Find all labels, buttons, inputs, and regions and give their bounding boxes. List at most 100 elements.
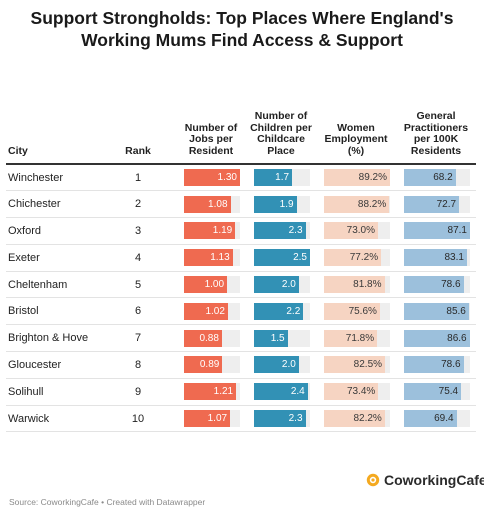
jobs-bar: [184, 329, 222, 347]
children-value-label: 2.5: [293, 252, 307, 264]
women-bar: [324, 276, 385, 294]
jobs-bar: [184, 169, 240, 187]
children-value-label: 2.4: [290, 386, 305, 398]
gp-bar: [404, 195, 460, 213]
gp-bar-track: 86.6: [404, 329, 470, 347]
jobs-bar-track: 1.07: [184, 410, 240, 428]
jobs-bar-track: 1.19: [184, 222, 240, 240]
children-cell: 2.0: [246, 351, 316, 379]
women-cell: 75.6%: [316, 297, 396, 326]
header-gp: General Practitioners per 100K Residents: [396, 86, 476, 165]
women-value-label: 77.2%: [349, 252, 379, 264]
rank-cell: 7: [100, 324, 176, 353]
women-value-label: 71.8%: [345, 332, 375, 344]
table-row: Chichester 2 1.08 1.9 88.2% 72.7: [6, 190, 476, 219]
gp-value-label: 83.1: [444, 252, 464, 264]
city-cell: Winchester: [6, 164, 100, 192]
header-women: Women Employment (%): [316, 86, 396, 165]
gp-cell: 72.7: [396, 190, 476, 219]
gp-bar-track: 72.7: [404, 195, 470, 213]
city-cell: Solihull: [6, 378, 100, 406]
jobs-bar: [184, 222, 236, 240]
children-bar-track: 2.0: [254, 356, 310, 374]
women-value-label: 88.2%: [357, 198, 387, 210]
jobs-cell: 1.30: [176, 164, 246, 192]
children-cell: 1.9: [246, 190, 316, 219]
children-bar-track: 2.0: [254, 276, 310, 294]
gp-bar-track: 87.1: [404, 222, 470, 240]
women-value-label: 75.6%: [348, 305, 377, 317]
gp-bar: [404, 329, 470, 347]
gp-value-label: 68.2: [433, 172, 453, 184]
women-cell: 73.4%: [316, 378, 396, 406]
table-body: Winchester 1 1.30 1.7 89.2% 68.2 Chichester 2 1.…: [6, 164, 476, 433]
jobs-bar-track: 1.13: [184, 249, 240, 267]
children-bar: [254, 169, 293, 187]
gp-value-label: 78.6: [441, 279, 461, 291]
women-bar-track: 82.5%: [324, 356, 390, 374]
gp-bar-track: 69.4: [404, 410, 470, 428]
gp-cell: 68.2: [396, 164, 476, 192]
gp-cell: 78.6: [396, 271, 476, 299]
jobs-bar: [184, 276, 228, 294]
gp-cell: 75.4: [396, 378, 476, 406]
women-value-label: 73.0%: [346, 225, 375, 237]
children-value-label: 1.9: [279, 198, 294, 210]
gp-bar-track: 83.1: [404, 249, 470, 267]
header-rank: Rank: [100, 86, 176, 165]
table-row: Brighton & Hove 7 0.88 1.5 71.8% 86.6: [6, 324, 476, 353]
women-cell: 89.2%: [316, 164, 396, 192]
children-cell: 1.7: [246, 164, 316, 192]
women-bar-track: 88.2%: [324, 195, 390, 213]
jobs-bar-track: 0.88: [184, 329, 240, 347]
jobs-bar: [184, 383, 237, 401]
table-row: Warwick 10 1.07 2.3 82.2% 69.4: [6, 405, 476, 433]
women-bar-track: 89.2%: [324, 169, 390, 187]
gp-value-label: 86.6: [447, 332, 467, 344]
children-bar-track: 1.5: [254, 329, 310, 347]
jobs-bar-track: 1.21: [184, 383, 240, 401]
table-row: Oxford 3 1.19 2.3 73.0% 87.1: [6, 217, 476, 245]
women-cell: 82.5%: [316, 351, 396, 379]
gp-value-label: 87.1: [447, 225, 467, 237]
children-bar: [254, 302, 304, 320]
gp-cell: 69.4: [396, 405, 476, 433]
city-cell: Gloucester: [6, 351, 100, 379]
gp-cell: 78.6: [396, 351, 476, 379]
brand-logo: CoworkingCafe: [366, 472, 484, 488]
children-bar: [254, 410, 306, 428]
city-cell: Chichester: [6, 190, 100, 219]
children-bar-track: 2.2: [254, 302, 310, 320]
gp-bar: [404, 302, 469, 320]
jobs-cell: 1.07: [176, 405, 246, 433]
jobs-value-label: 1.02: [205, 305, 225, 317]
women-cell: 81.8%: [316, 271, 396, 299]
gp-cell: 85.6: [396, 297, 476, 326]
gp-bar: [404, 169, 456, 187]
children-bar-track: 1.9: [254, 195, 310, 213]
women-bar-track: 82.2%: [324, 410, 390, 428]
children-bar-track: 2.3: [254, 410, 310, 428]
children-bar-track: 2.5: [254, 249, 310, 267]
gp-bar: [404, 410, 457, 428]
city-cell: Warwick: [6, 405, 100, 433]
rank-cell: 2: [100, 190, 176, 219]
jobs-bar-track: 1.08: [184, 195, 240, 213]
children-value-label: 2.3: [288, 225, 303, 237]
table-row: Solihull 9 1.21 2.4 73.4% 75.4: [6, 378, 476, 406]
children-value-label: 1.5: [270, 332, 285, 344]
women-bar: [324, 249, 382, 267]
jobs-cell: 1.00: [176, 271, 246, 299]
city-cell: Bristol: [6, 297, 100, 326]
gp-value-label: 78.6: [441, 359, 461, 371]
gp-value-label: 69.4: [434, 413, 454, 425]
women-bar: [324, 383, 379, 401]
jobs-bar: [184, 410, 231, 428]
jobs-value-label: 1.30: [217, 172, 237, 184]
jobs-bar-track: 1.02: [184, 302, 240, 320]
gp-value-label: 72.7: [436, 198, 457, 210]
jobs-cell: 1.19: [176, 217, 246, 245]
jobs-cell: 1.08: [176, 190, 246, 219]
logo-text: CoworkingCafe: [384, 472, 484, 488]
jobs-value-label: 1.21: [213, 386, 234, 398]
